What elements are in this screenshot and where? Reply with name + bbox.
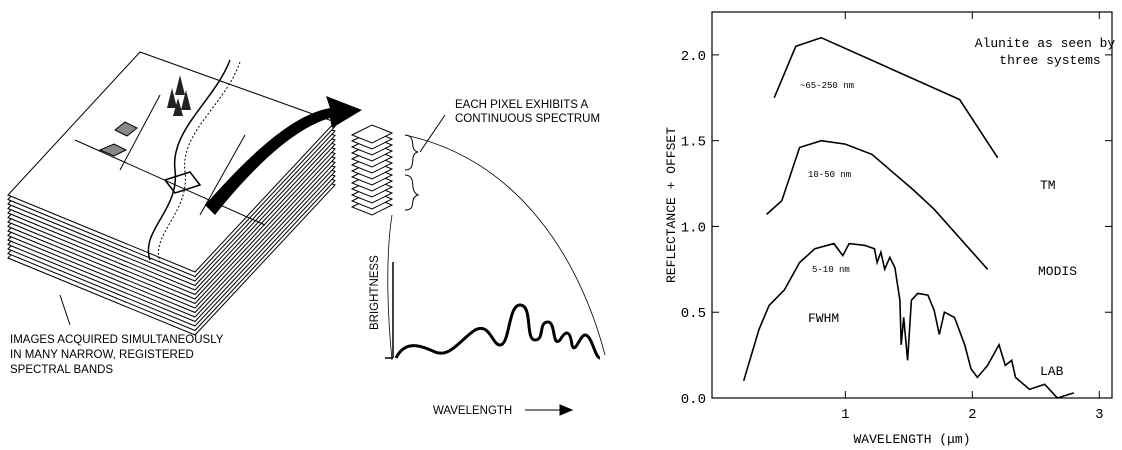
pixel-stack: [350, 124, 394, 216]
x-axis-label: WAVELENGTH (μm): [853, 432, 970, 447]
plot-frame: [711, 11, 1113, 399]
x-tick-label: 1: [841, 407, 849, 423]
x-tick-label: 2: [968, 407, 976, 423]
arrow: [205, 96, 362, 215]
cube-note: IN MANY NARROW, REGISTERED: [10, 349, 194, 361]
series-label: LAB: [1040, 364, 1064, 379]
annotation: ~65-250 nm: [800, 81, 854, 91]
brace: [404, 134, 420, 211]
chart: Alunite as seen by three systems WAVELEN…: [664, 11, 1116, 447]
spectrum-curve: [394, 303, 601, 360]
pixel-note: CONTINUOUS SPECTRUM: [455, 113, 600, 125]
annotation: FWHM: [808, 311, 839, 326]
chart-title: Alunite as seen by: [975, 36, 1116, 51]
spectrum-axes: [385, 262, 394, 359]
y-tick-label: 1.0: [681, 220, 706, 236]
chart-title: three systems: [999, 53, 1100, 68]
y-tick-label: 1.5: [681, 135, 706, 151]
leader: [419, 114, 446, 153]
image-stack: [7, 51, 336, 336]
axis-label: WAVELENGTH: [433, 405, 512, 417]
axis-label: BRIGHTNESS: [369, 255, 381, 330]
series-label: MODIS: [1038, 264, 1077, 279]
hyperspectral-diagram: EACH PIXEL EXHIBITS A CONTINUOUS SPECTRU…: [7, 51, 606, 417]
series-line: [766, 139, 989, 270]
y-tick-label: 0.0: [681, 392, 706, 408]
leader: [59, 294, 71, 326]
annotation: 5-10 nm: [812, 265, 850, 275]
series-line: [742, 242, 1075, 399]
trees: [167, 75, 191, 116]
y-tick-label: 2.0: [681, 49, 706, 65]
cube-note: IMAGES ACQUIRED SIMULTANEOUSLY: [10, 334, 224, 346]
axis-arrow: [525, 404, 574, 416]
pixel-layer: [350, 124, 394, 144]
annotation: 10-50 nm: [808, 170, 851, 180]
cube-scene: [74, 59, 266, 263]
cube-note: SPECTRAL BANDS: [10, 364, 113, 376]
x-tick-label: 3: [1095, 407, 1103, 423]
series-label: TM: [1040, 178, 1056, 193]
y-tick-label: 0.5: [681, 306, 706, 322]
pixel-note: EACH PIXEL EXHIBITS A: [455, 99, 588, 111]
y-axis-label: REFLECTANCE + OFFSET: [664, 127, 679, 283]
series-line: [773, 36, 999, 159]
projection: [387, 134, 606, 361]
